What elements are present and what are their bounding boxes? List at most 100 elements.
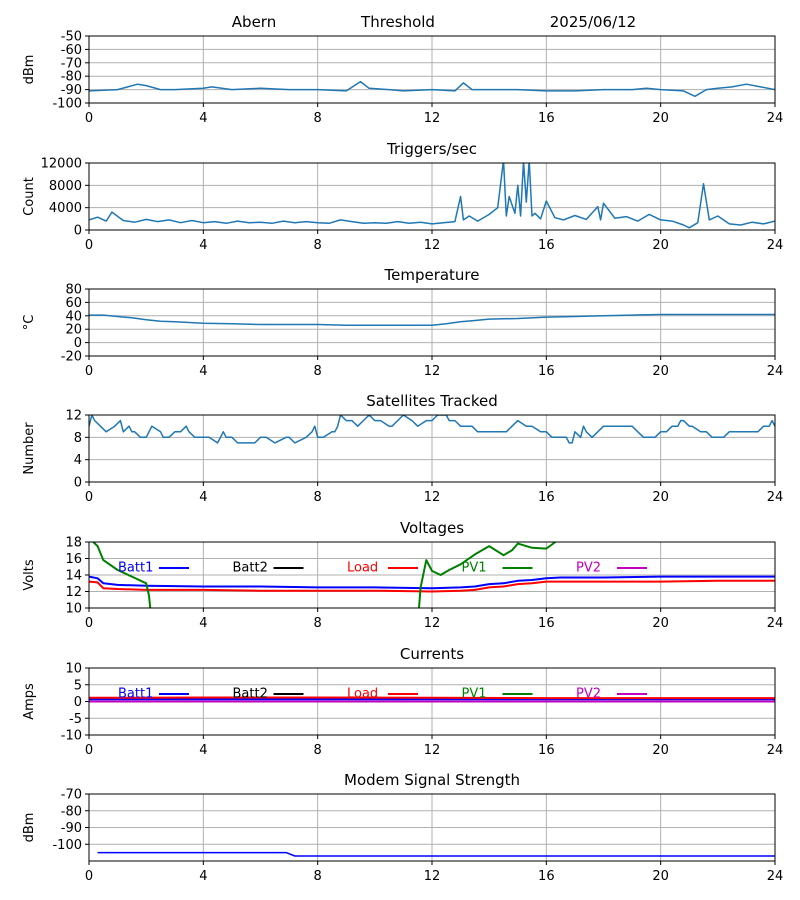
x-tick-label: 20 bbox=[652, 616, 669, 631]
y-axis-label: dBm bbox=[22, 813, 37, 843]
x-tick-label: 16 bbox=[538, 743, 555, 758]
x-tick-label: 0 bbox=[85, 743, 93, 758]
y-tick-label: 10 bbox=[65, 662, 82, 677]
x-tick-label: 20 bbox=[652, 490, 669, 505]
x-tick-label: 12 bbox=[424, 743, 441, 758]
x-tick-label: 4 bbox=[199, 743, 207, 758]
y-tick-label: 0 bbox=[74, 224, 82, 239]
y-tick-label: 4 bbox=[74, 453, 82, 468]
y-tick-label: -80 bbox=[61, 804, 82, 819]
x-tick-label: 16 bbox=[538, 490, 555, 505]
x-tick-label: 16 bbox=[538, 111, 555, 126]
legend-label-pv2: PV2 bbox=[576, 561, 601, 576]
legend-label-load: Load bbox=[347, 687, 378, 702]
y-tick-label: -60 bbox=[61, 43, 82, 58]
legend-label-pv1: PV1 bbox=[462, 561, 487, 576]
x-tick-label: 4 bbox=[199, 616, 207, 631]
legend-label-batt2: Batt2 bbox=[233, 561, 268, 576]
series-line-batt1 bbox=[97, 851, 775, 857]
chart-title: Currents bbox=[400, 645, 464, 663]
y-tick-label: 16 bbox=[65, 552, 82, 567]
x-tick-label: 8 bbox=[314, 238, 322, 253]
y-axis-label: dBm bbox=[22, 55, 37, 85]
legend-label-batt1: Batt1 bbox=[118, 561, 153, 576]
y-axis-label: Number bbox=[22, 422, 37, 475]
x-tick-label: 4 bbox=[199, 364, 207, 379]
x-tick-label: 12 bbox=[424, 111, 441, 126]
chart-title: Satellites Tracked bbox=[366, 392, 497, 410]
y-tick-label: -100 bbox=[52, 97, 82, 112]
chart-title: Temperature bbox=[383, 266, 479, 284]
x-tick-label: 4 bbox=[199, 238, 207, 253]
x-tick-label: 20 bbox=[652, 869, 669, 884]
x-tick-label: 0 bbox=[85, 238, 93, 253]
x-tick-label: 4 bbox=[199, 869, 207, 884]
y-tick-label: -80 bbox=[61, 70, 82, 85]
x-tick-label: 20 bbox=[652, 364, 669, 379]
station-name: Abern bbox=[232, 13, 276, 31]
y-tick-label: 14 bbox=[65, 569, 82, 584]
x-tick-label: 12 bbox=[424, 616, 441, 631]
x-tick-label: 8 bbox=[314, 364, 322, 379]
y-tick-label: 8000 bbox=[49, 179, 82, 194]
series-line-series bbox=[89, 415, 775, 444]
y-tick-label: -70 bbox=[61, 56, 82, 71]
x-tick-label: 24 bbox=[767, 364, 784, 379]
y-tick-label: -90 bbox=[61, 821, 82, 836]
y-tick-label: 0 bbox=[74, 336, 82, 351]
x-tick-label: 20 bbox=[652, 238, 669, 253]
legend-label-batt1: Batt1 bbox=[118, 687, 153, 702]
y-axis-label: Count bbox=[22, 177, 37, 216]
y-tick-label: -70 bbox=[61, 788, 82, 803]
legend-label-load: Load bbox=[347, 561, 378, 576]
chart-title: Voltages bbox=[400, 519, 464, 537]
y-tick-label: 12 bbox=[65, 585, 82, 600]
series-line-series bbox=[89, 163, 775, 229]
x-tick-label: 12 bbox=[424, 238, 441, 253]
x-tick-label: 24 bbox=[767, 238, 784, 253]
x-tick-label: 8 bbox=[314, 616, 322, 631]
y-tick-label: 18 bbox=[65, 536, 82, 551]
legend-label-batt2: Batt2 bbox=[233, 687, 268, 702]
y-tick-label: -90 bbox=[61, 83, 82, 98]
x-tick-label: 8 bbox=[314, 743, 322, 758]
y-tick-label: 0 bbox=[74, 476, 82, 491]
chart-title: Triggers/sec bbox=[386, 140, 477, 158]
x-tick-label: 24 bbox=[767, 616, 784, 631]
x-tick-label: 4 bbox=[199, 490, 207, 505]
x-tick-label: 12 bbox=[424, 364, 441, 379]
series-line-load bbox=[89, 579, 775, 593]
y-tick-label: 12000 bbox=[41, 157, 82, 172]
y-tick-label: 4000 bbox=[49, 201, 82, 216]
x-tick-label: 24 bbox=[767, 111, 784, 126]
legend-label-pv2: PV2 bbox=[576, 687, 601, 702]
x-tick-label: 0 bbox=[85, 869, 93, 884]
x-tick-label: 8 bbox=[314, 869, 322, 884]
series-line-batt1 bbox=[89, 575, 775, 590]
x-tick-label: 20 bbox=[652, 111, 669, 126]
date-label: 2025/06/12 bbox=[550, 13, 636, 31]
y-axis-label: Amps bbox=[22, 683, 37, 720]
y-tick-label: -20 bbox=[61, 350, 82, 365]
y-tick-label: 80 bbox=[65, 283, 82, 298]
series-line-series bbox=[89, 313, 775, 326]
x-tick-label: 0 bbox=[85, 111, 93, 126]
x-tick-label: 8 bbox=[314, 111, 322, 126]
x-tick-label: 12 bbox=[424, 490, 441, 505]
y-axis-label: Volts bbox=[22, 559, 37, 591]
x-tick-label: 24 bbox=[767, 743, 784, 758]
x-tick-label: 0 bbox=[85, 364, 93, 379]
x-tick-label: 0 bbox=[85, 616, 93, 631]
y-tick-label: 0 bbox=[74, 695, 82, 710]
x-tick-label: 16 bbox=[538, 869, 555, 884]
series-line-series bbox=[89, 80, 775, 98]
y-tick-label: 5 bbox=[74, 678, 82, 693]
y-tick-label: 12 bbox=[65, 409, 82, 424]
x-tick-label: 24 bbox=[767, 869, 784, 884]
x-tick-label: 16 bbox=[538, 364, 555, 379]
x-tick-label: 24 bbox=[767, 490, 784, 505]
y-tick-label: 60 bbox=[65, 296, 82, 311]
series-line-pv1 bbox=[91, 542, 557, 608]
x-tick-label: 0 bbox=[85, 490, 93, 505]
